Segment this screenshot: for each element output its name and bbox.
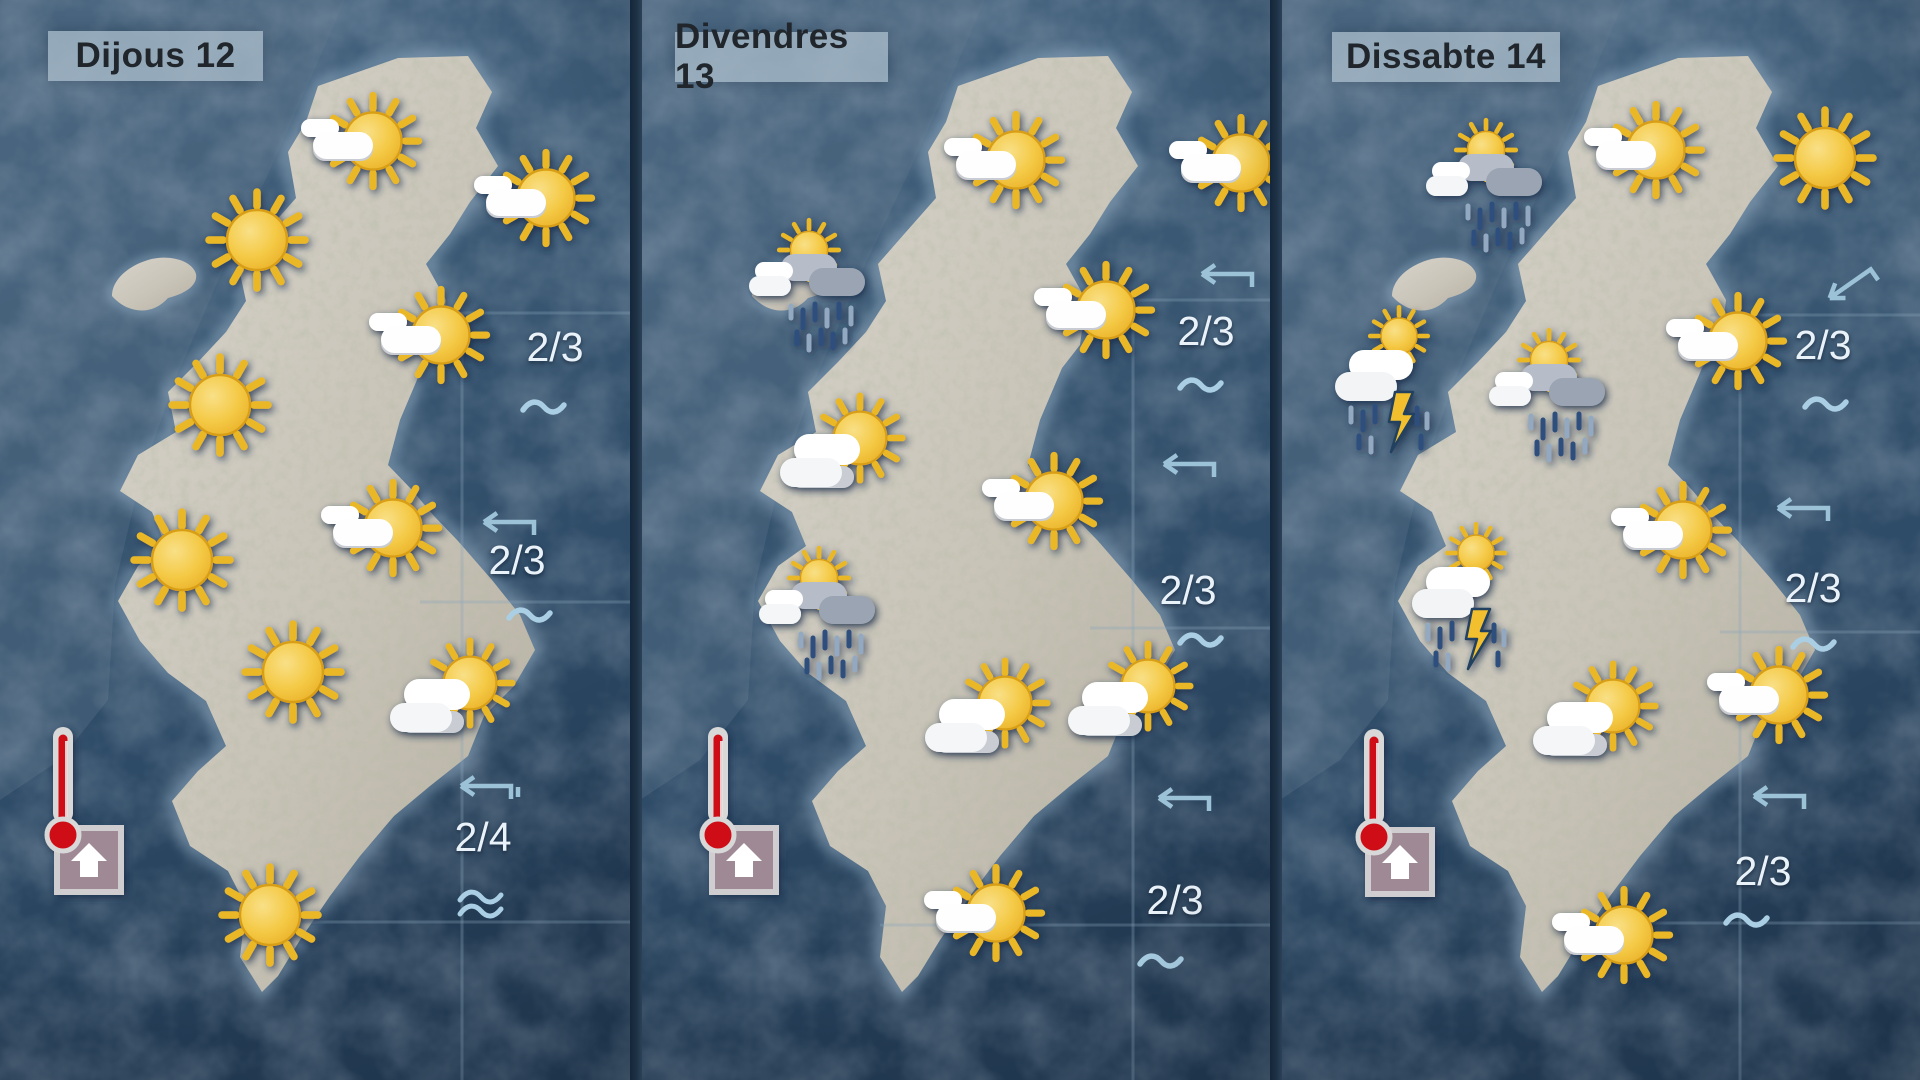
day-label-text: Dijous 12 bbox=[75, 36, 236, 75]
forecast-map-day-3: 2/3 2/3 2/3 bbox=[1280, 0, 1920, 1080]
panel-divider bbox=[630, 0, 642, 1080]
day-label-text: Dissabte 14 bbox=[1345, 37, 1547, 76]
forecast-panel-day-3: 2/3 2/3 2/3 Dissabte 14 bbox=[1280, 0, 1920, 1080]
forecast-map-day-1: 2/3 2/3 2/4 bbox=[0, 0, 640, 1080]
day-label-text: Divendres 13 bbox=[675, 17, 849, 96]
sea-state-value: 2/3 bbox=[1147, 877, 1204, 923]
day-label-3: Dissabte 14 bbox=[1332, 32, 1560, 82]
sea-state-value: 2/3 bbox=[1795, 322, 1852, 368]
sea-state-value: 2/3 bbox=[1178, 308, 1235, 354]
day-label-1: Dijous 12 bbox=[48, 31, 263, 81]
sea-state-value: 2/3 bbox=[527, 324, 584, 370]
sea-state-value: 2/4 bbox=[455, 814, 512, 860]
sea-state-value: 2/3 bbox=[1160, 567, 1217, 613]
sea-state-value: 2/3 bbox=[1735, 848, 1792, 894]
forecast-panel-day-2: 2/3 2/3 2/3 Divendres 13 bbox=[640, 0, 1280, 1080]
forecast-panel-day-1: 2/3 2/3 2/4 Dijous 12 bbox=[0, 0, 640, 1080]
sea-state-value: 2/3 bbox=[489, 537, 546, 583]
panel-divider bbox=[1270, 0, 1282, 1080]
day-label-2: Divendres 13 bbox=[675, 17, 888, 96]
sea-state-value: 2/3 bbox=[1785, 565, 1842, 611]
forecast-map-day-2: 2/3 2/3 2/3 bbox=[640, 0, 1280, 1080]
